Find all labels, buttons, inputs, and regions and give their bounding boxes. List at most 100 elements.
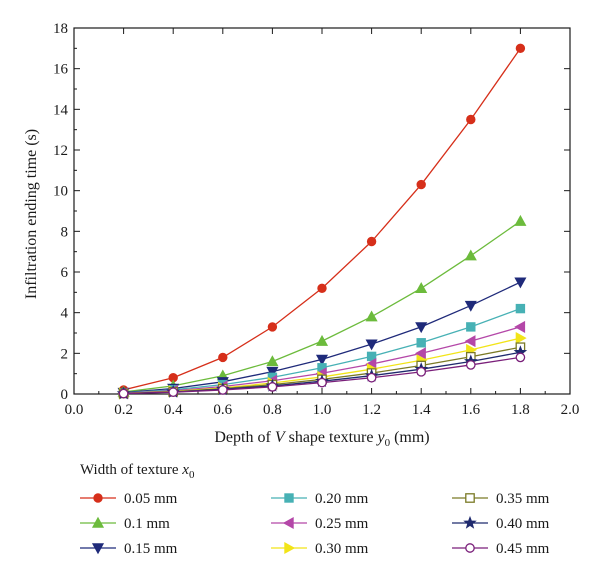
y-tick-label: 16 (53, 62, 69, 78)
data-point (514, 277, 527, 289)
legend-item: 0.15 mm (80, 541, 178, 557)
x-tick-label: 0.0 (65, 402, 84, 418)
legend-item: 0.25 mm (271, 516, 369, 532)
x-axis-title-part: (mm) (390, 429, 430, 446)
x-axis-title: Depth of V shape texture y0 (mm) (214, 429, 429, 449)
data-point (464, 300, 477, 312)
legend-marker (284, 541, 296, 555)
series-layer (116, 43, 528, 400)
y-tick-label: 10 (53, 184, 68, 200)
legend-label: 0.40 mm (496, 516, 550, 532)
legend-label: 0.30 mm (315, 541, 369, 557)
legend-marker (463, 515, 477, 529)
x-tick-label: 1.8 (511, 402, 530, 418)
data-point (515, 303, 526, 314)
legend-marker (465, 543, 475, 553)
legend-label: 0.1 mm (124, 516, 170, 532)
legend: 0.05 mm 0.1 mm 0.15 mm 0.20 mm 0.25 mm 0.30 m… (80, 491, 550, 557)
series-4 (118, 303, 526, 398)
data-point (415, 322, 428, 334)
x-axis-title-part: shape texture (285, 429, 378, 446)
legend-label: 0.15 mm (124, 541, 178, 557)
data-point (267, 382, 278, 392)
data-point (466, 114, 476, 125)
data-point (315, 334, 329, 346)
data-point (416, 179, 426, 190)
y-tick-label: 4 (61, 306, 69, 322)
data-point (315, 354, 329, 366)
x-axis-title-italic: V (275, 429, 287, 446)
legend-label: 0.45 mm (496, 541, 550, 557)
x-tick-label: 0.8 (263, 402, 282, 418)
legend-label: 0.25 mm (315, 516, 369, 532)
legend-item: 0.20 mm (271, 491, 369, 507)
legend-marker (91, 516, 105, 528)
x-tick-label: 0.2 (114, 402, 133, 418)
data-point (366, 351, 377, 362)
x-tick-label: 1.2 (362, 402, 381, 418)
y-tick-label: 6 (61, 265, 69, 281)
x-tick-label: 0.4 (164, 402, 183, 418)
legend-item: 0.35 mm (452, 491, 550, 507)
x-tick-label: 0.6 (213, 402, 232, 418)
legend-item: 0.45 mm (452, 541, 550, 557)
axis-ticks: 0.0 0.2 0.4 0.6 0.8 1.0 1.2 1.4 1.6 1.8 2.0 0 2 4 6 8 10… (53, 21, 579, 418)
data-point (415, 282, 428, 293)
data-point (515, 352, 526, 363)
data-point (168, 387, 179, 398)
data-point (267, 322, 278, 332)
y-tick-label: 18 (53, 21, 68, 37)
x-tick-label: 1.0 (313, 402, 332, 418)
legend-title: Width of texture x0 (80, 462, 195, 481)
x-tick-label: 2.0 (561, 402, 580, 418)
x-axis-title-subscript: 0 (385, 437, 391, 449)
legend-title-part: Width of texture (80, 462, 182, 478)
x-axis-title-italic: y (375, 429, 385, 446)
data-point (416, 366, 427, 377)
x-axis-title-part: Depth of (214, 429, 274, 446)
data-point (464, 335, 476, 348)
y-tick-label: 2 (61, 346, 69, 362)
y-tick-label: 8 (61, 224, 69, 240)
data-point (365, 310, 378, 322)
legend-marker (284, 493, 294, 503)
legend-title-italic: x (181, 462, 189, 478)
data-point (514, 214, 527, 226)
y-tick-label: 0 (61, 387, 69, 403)
data-point (366, 372, 377, 383)
data-point (118, 388, 129, 399)
legend-label: 0.35 mm (496, 491, 550, 507)
data-point (414, 347, 426, 360)
legend-marker (282, 516, 294, 530)
legend-item: 0.40 mm (452, 515, 550, 532)
y-tick-label: 12 (53, 143, 68, 159)
legend-item: 0.1 mm (80, 516, 170, 532)
data-point (366, 236, 377, 247)
data-point (266, 366, 279, 378)
data-point (317, 377, 327, 388)
series-1 (118, 43, 526, 395)
legend-marker (465, 493, 475, 503)
data-point (466, 322, 476, 332)
data-point (514, 320, 526, 333)
data-point (515, 43, 526, 54)
data-point (515, 332, 527, 345)
data-point (218, 352, 228, 363)
y-tick-label: 14 (53, 102, 69, 118)
legend-marker (93, 493, 103, 503)
data-point (317, 283, 327, 293)
data-point (365, 339, 378, 351)
data-point (266, 355, 279, 367)
x-tick-label: 1.4 (412, 402, 431, 418)
data-point (217, 385, 228, 395)
legend-label: 0.05 mm (124, 491, 178, 507)
data-point (416, 338, 426, 348)
data-point (464, 249, 477, 261)
data-point (465, 360, 476, 370)
legend-item: 0.30 mm (271, 541, 369, 557)
x-tick-label: 1.6 (461, 402, 480, 418)
legend-label: 0.20 mm (315, 491, 369, 507)
legend-title-subscript: 0 (189, 469, 195, 481)
series-9 (118, 352, 526, 399)
